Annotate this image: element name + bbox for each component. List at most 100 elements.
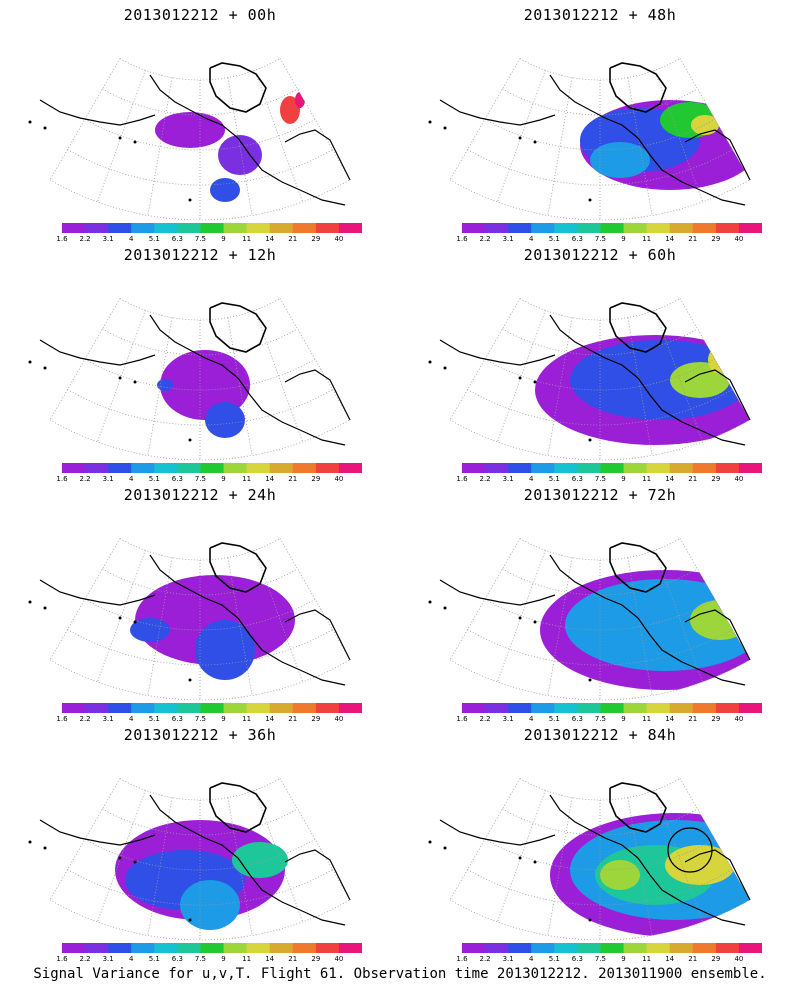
- colorbar-swatch: [646, 943, 671, 953]
- variance-contour: [691, 115, 719, 135]
- map-panel-84h: 2013012212 + 84h 1.6 2.2 3.1 4 5.1 6.3 7.5 9 11 1…: [400, 720, 800, 963]
- colorbar-swatch: [338, 223, 362, 233]
- colorbar-tick-label: 14: [265, 475, 275, 483]
- colorbar-tick-label: 29: [711, 715, 721, 723]
- colorbar-swatch: [485, 943, 509, 953]
- polar-map: [28, 778, 351, 940]
- panel-title: 2013012212 + 60h: [523, 246, 677, 264]
- colorbar-tick-label: 4: [128, 475, 134, 483]
- variance-contour: [708, 346, 732, 374]
- colorbar-tick-label: 3.1: [102, 955, 114, 963]
- panel-title: 2013012212 + 00h: [123, 6, 277, 24]
- colorbar-swatch: [246, 703, 271, 713]
- colorbar-swatch: [692, 223, 717, 233]
- variance-contour: [130, 618, 170, 642]
- colorbar-tick-label: 21: [288, 235, 298, 243]
- polar-map: [428, 778, 751, 940]
- island: [518, 136, 522, 140]
- variance-contour: [218, 135, 262, 175]
- colorbar-swatch: [338, 703, 362, 713]
- colorbar-swatch: [177, 703, 201, 713]
- island: [443, 126, 447, 130]
- coastline: [684, 849, 751, 901]
- colorbar-swatch: [131, 463, 155, 473]
- colorbar-swatch: [62, 463, 86, 473]
- colorbar-swatch: [269, 223, 294, 233]
- colorbar: [462, 463, 762, 473]
- colorbar-tick-label: 5.1: [548, 955, 560, 963]
- colorbar: [62, 463, 362, 473]
- colorbar-swatch: [292, 703, 317, 713]
- variance-contour: [570, 340, 750, 420]
- colorbar-tick-label: 4: [128, 955, 134, 963]
- colorbar-swatch: [508, 223, 532, 233]
- colorbar-tick-label: 7.5: [594, 955, 607, 963]
- colorbar-swatch: [315, 943, 340, 953]
- map-panel-72h: 2013012212 + 72h 1.6 2.2 3.1 4 5.1 6.3 7.5 9 11 1…: [400, 480, 800, 723]
- island: [43, 606, 47, 610]
- colorbar-swatch: [692, 463, 717, 473]
- map-panel-12h: 2013012212 + 12h 1.6 2.2 3.1 4 5.1 6.3 7.5 9 11 1…: [0, 240, 400, 483]
- colorbar-swatch: [62, 223, 86, 233]
- colorbar-swatch: [646, 703, 671, 713]
- colorbar-swatch: [577, 463, 601, 473]
- colorbar-swatch: [508, 943, 532, 953]
- colorbar-labels: 1.6 2.2 3.1 4 5.1 6.3 7.5 9 11 14 21 29 40: [456, 715, 762, 725]
- colorbar-tick-label: 7.5: [194, 235, 207, 243]
- colorbar-swatch: [177, 463, 201, 473]
- colorbar-swatch: [108, 223, 132, 233]
- coastline: [549, 794, 746, 926]
- colorbar-tick-label: 11: [242, 715, 252, 723]
- colorbar-tick-label: 4: [528, 955, 534, 963]
- colorbar-tick-label: 40: [734, 955, 744, 963]
- colorbar-swatch: [715, 943, 740, 953]
- colorbar-swatch: [485, 703, 509, 713]
- polar-map: [428, 538, 751, 700]
- variance-contour: [155, 112, 225, 148]
- colorbar-tick-label: 2.2: [79, 955, 91, 963]
- colorbar-tick-label: 6.3: [571, 715, 583, 723]
- variance-contour: [280, 96, 300, 124]
- colorbar-swatch: [692, 703, 717, 713]
- colorbar-tick-label: 6.3: [171, 235, 183, 243]
- coastline: [549, 554, 746, 686]
- colorbar-tick-label: 2.2: [479, 235, 491, 243]
- island: [588, 198, 592, 202]
- map-panel-24h: 2013012212 + 24h 1.6 2.2 3.1 4 5.1 6.3 7.5 9 11 1…: [0, 480, 400, 723]
- colorbar-swatch: [292, 223, 317, 233]
- colorbar-tick-label: 9: [221, 715, 226, 723]
- colorbar: [462, 943, 762, 953]
- colorbar-swatch: [485, 463, 509, 473]
- island: [533, 620, 537, 624]
- colorbar: [62, 703, 362, 713]
- island: [428, 600, 432, 604]
- colorbar-swatch: [600, 703, 625, 713]
- colorbar-swatch: [154, 223, 178, 233]
- colorbar-tick-label: 40: [734, 235, 744, 243]
- colorbar-tick-label: 2.2: [79, 475, 91, 483]
- colorbar-tick-label: 5.1: [548, 475, 560, 483]
- colorbar-swatch: [154, 703, 178, 713]
- island: [118, 856, 122, 860]
- colorbar-swatch: [292, 463, 317, 473]
- coastline: [284, 609, 351, 661]
- island: [43, 366, 47, 370]
- colorbar-tick-label: 1.6: [456, 235, 468, 243]
- colorbar-swatch: [85, 223, 109, 233]
- colorbar-swatch: [269, 703, 294, 713]
- island: [533, 140, 537, 144]
- colorbar-swatch: [108, 703, 132, 713]
- colorbar-swatch: [246, 463, 271, 473]
- colorbar-swatch: [315, 703, 340, 713]
- colorbar-swatch: [715, 223, 740, 233]
- colorbar-swatch: [200, 943, 225, 953]
- variance-field: [550, 813, 750, 937]
- island: [118, 616, 122, 620]
- colorbar-tick-label: 2.2: [79, 715, 91, 723]
- colorbar-labels: 1.6 2.2 3.1 4 5.1 6.3 7.5 9 11 14 21 29 40: [56, 715, 362, 725]
- colorbar-swatch: [177, 943, 201, 953]
- colorbar-tick-label: 3.1: [502, 715, 514, 723]
- colorbar-tick-label: 9: [221, 475, 226, 483]
- coastline: [609, 62, 667, 113]
- island: [28, 840, 32, 844]
